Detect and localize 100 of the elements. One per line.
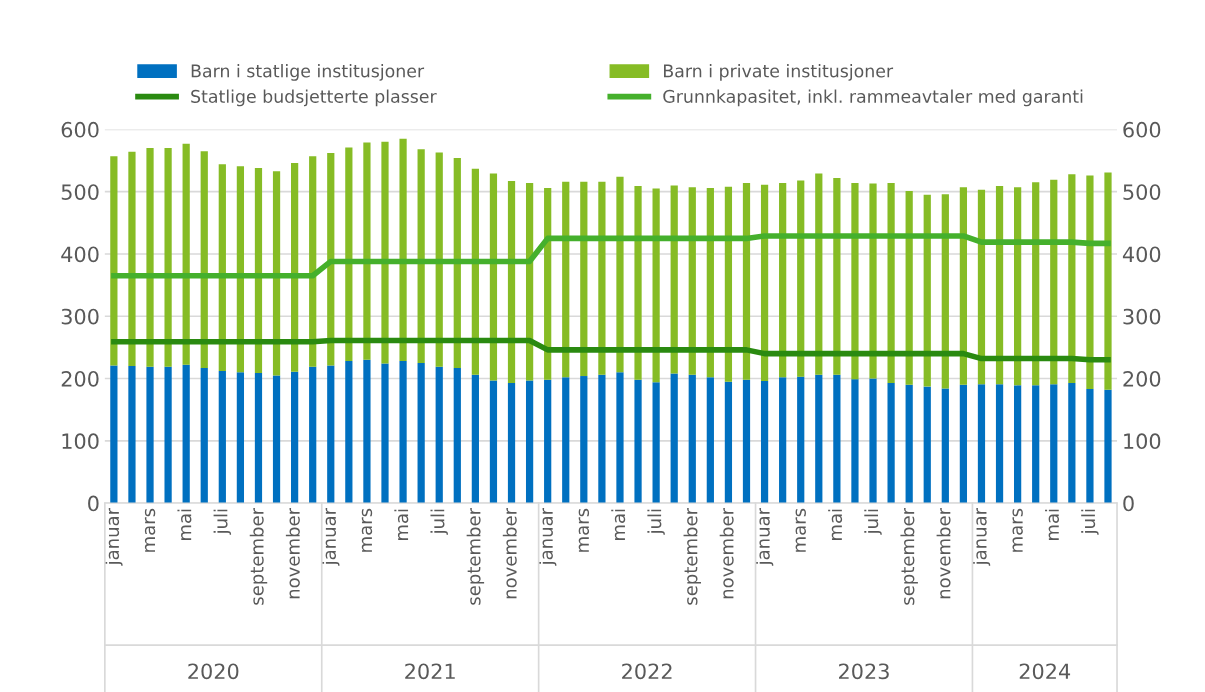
bar xyxy=(869,183,877,379)
bar xyxy=(706,187,714,378)
bar xyxy=(851,182,859,380)
x-tick-label: juli xyxy=(1081,509,1099,535)
x-tick-label: januar xyxy=(105,507,123,566)
legend-label: Statlige budsjetterte plasser xyxy=(191,89,437,107)
bar xyxy=(670,185,678,374)
bar xyxy=(182,364,190,504)
legend-label: Barn i statlige institusjoner xyxy=(191,64,425,81)
x-tick-label: mars xyxy=(1012,508,1023,552)
bar xyxy=(417,362,425,504)
x-tick-label: juli xyxy=(213,509,232,535)
bar xyxy=(797,180,805,377)
bar xyxy=(1104,172,1112,390)
x-tick-label: mai xyxy=(394,509,409,540)
x-tick-label: mars xyxy=(361,508,373,552)
bar xyxy=(959,384,968,504)
x-tick-label: juli xyxy=(647,509,665,535)
y2-tick-label: 400 xyxy=(1122,246,1161,263)
bar xyxy=(272,171,281,376)
bar xyxy=(164,148,172,367)
text: 2023 xyxy=(839,663,889,680)
bar xyxy=(706,377,714,504)
bar xyxy=(345,361,353,504)
bar xyxy=(779,377,787,504)
bar xyxy=(905,191,913,385)
y-tick-label: 100 xyxy=(62,433,99,450)
y-tick-label: 500 xyxy=(61,184,99,200)
bar xyxy=(327,365,335,504)
bar xyxy=(110,156,118,366)
bar xyxy=(200,367,208,504)
y2-tick-label: 200 xyxy=(1123,370,1161,387)
bar xyxy=(1086,175,1094,390)
bar xyxy=(128,366,136,504)
y2-tick-label: 600 xyxy=(1123,121,1161,138)
bar xyxy=(128,151,136,367)
y2-tick-label: 100 xyxy=(1124,433,1161,450)
bar xyxy=(435,152,443,367)
text: 2022 xyxy=(622,663,672,680)
bar xyxy=(598,374,606,504)
bar xyxy=(525,182,534,381)
bar xyxy=(1032,385,1040,504)
bar xyxy=(760,184,769,382)
bar xyxy=(272,375,281,504)
bar xyxy=(1014,385,1022,504)
x-tick-label: september xyxy=(900,507,918,605)
bar xyxy=(453,158,461,368)
y-tick-label: 400 xyxy=(61,246,99,263)
bar xyxy=(815,374,823,504)
text: 2021 xyxy=(405,663,455,680)
bar xyxy=(453,367,461,504)
bar xyxy=(471,168,479,375)
bar xyxy=(688,187,696,375)
bar xyxy=(363,142,371,360)
bar xyxy=(580,376,588,504)
bar xyxy=(923,386,931,504)
bar xyxy=(236,372,245,504)
bar xyxy=(995,186,1004,385)
x-tick-label: mai xyxy=(177,509,192,540)
bar xyxy=(634,379,642,504)
legend-label: Barn i private institusjoner xyxy=(664,64,894,81)
text: 2024 xyxy=(1019,663,1071,680)
bar xyxy=(688,374,696,504)
x-tick-label: november xyxy=(502,507,517,599)
bar xyxy=(652,382,660,504)
bar xyxy=(580,181,588,377)
bar xyxy=(815,173,823,375)
bar xyxy=(291,371,299,504)
bar xyxy=(110,365,118,504)
bar xyxy=(869,378,877,504)
bar xyxy=(833,374,841,504)
bar xyxy=(724,186,733,382)
bar xyxy=(309,156,317,367)
bar xyxy=(544,187,552,380)
x-tick-label: mai xyxy=(828,509,843,540)
y2-tick-label: 500 xyxy=(1123,184,1161,200)
legend-label: Grunnkapasitet, inkl. rammeavtaler med garanti xyxy=(663,89,1083,107)
bar xyxy=(489,380,498,504)
bar xyxy=(616,372,624,504)
bar xyxy=(941,388,949,504)
bar xyxy=(1086,389,1094,504)
bar xyxy=(182,143,190,365)
bar xyxy=(435,366,443,504)
x-tick-label: mai xyxy=(1045,509,1060,540)
bar xyxy=(381,363,389,504)
x-tick-label: juli xyxy=(864,509,882,535)
x-tick-label: september xyxy=(249,507,268,605)
bar xyxy=(291,163,299,372)
bar xyxy=(760,381,769,504)
bar xyxy=(507,382,516,504)
bar xyxy=(254,168,263,373)
x-tick-label: mars xyxy=(144,508,156,552)
x-tick-label: januar xyxy=(755,507,774,566)
x-tick-label: mai xyxy=(611,509,626,540)
x-tick-label: november xyxy=(285,507,300,599)
bar xyxy=(1068,382,1076,504)
bar xyxy=(200,151,208,368)
bar xyxy=(327,153,335,366)
bar xyxy=(887,182,895,383)
bar xyxy=(1104,389,1112,504)
